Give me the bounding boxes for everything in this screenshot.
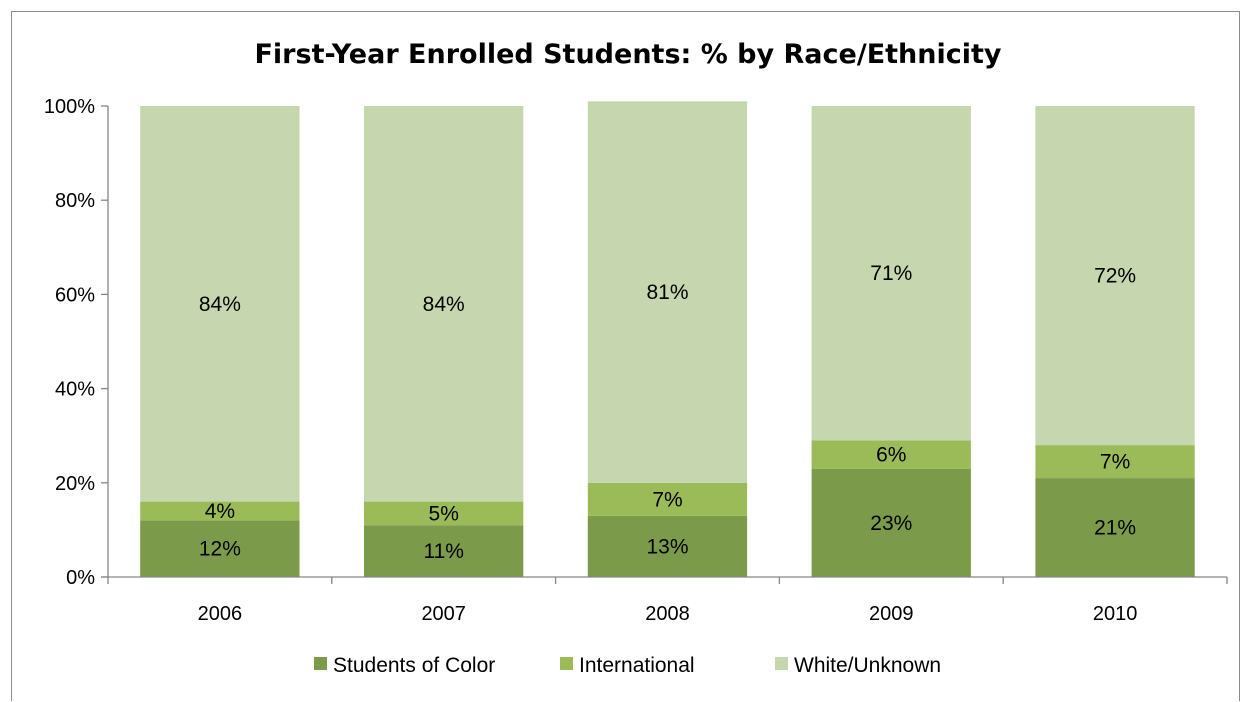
- data-label: 4%: [205, 500, 235, 523]
- bar-segment-international-2007: [364, 501, 524, 526]
- bar-segment-international-2010: [1035, 445, 1195, 479]
- x-tick-label: 2006: [198, 603, 243, 625]
- data-label: 11%: [423, 540, 463, 563]
- legend: Students of Color International White/Unkn…: [314, 654, 941, 677]
- bar-segment-international-2006: [140, 501, 300, 521]
- legend-swatch: [560, 657, 573, 670]
- bar-segment-white-unknown-2006: [140, 106, 300, 502]
- x-tick-label: 2008: [645, 603, 690, 625]
- y-tick-label: 60%: [55, 284, 95, 306]
- chart-title: First-Year Enrolled Students: % by Race/…: [254, 39, 1001, 70]
- data-label: 72%: [1094, 265, 1136, 288]
- bar-segment-white-unknown-2007: [364, 106, 524, 502]
- bar-segment-students-of-color-2008: [587, 515, 748, 577]
- data-label: 7%: [652, 488, 682, 511]
- legend-label: White/Unknown: [794, 654, 941, 677]
- legend-label: Students of Color: [333, 654, 495, 677]
- axes-group: 0% 20% 40% 60% 80% 100% 2006 2007 2008 2009 2010: [44, 96, 1228, 625]
- bars-group: 12% 4% 84% 11% 5% 84% 13% 7% 81% 23% 6% 71% 21% 7% 72%: [140, 101, 1195, 577]
- y-tick-label: 100%: [44, 96, 95, 118]
- data-label: 81%: [646, 281, 688, 304]
- data-label: 71%: [870, 262, 912, 285]
- y-tick-label: 0%: [66, 567, 95, 589]
- chart-frame: [11, 11, 1240, 701]
- data-label: 7%: [1100, 451, 1130, 474]
- x-tick-label: 2007: [421, 603, 466, 625]
- data-label: 23%: [870, 512, 912, 535]
- data-label: 13%: [646, 535, 688, 558]
- legend-swatch: [314, 657, 327, 670]
- bar-segment-white-unknown-2009: [811, 106, 971, 441]
- y-tick-label: 80%: [55, 190, 95, 212]
- bar-segment-students-of-color-2009: [811, 468, 971, 577]
- bar-segment-students-of-color-2006: [140, 520, 300, 577]
- data-label: 84%: [423, 293, 465, 316]
- bar-segment-students-of-color-2007: [364, 525, 524, 577]
- y-tick-label: 40%: [55, 379, 95, 401]
- bar-segment-white-unknown-2010: [1035, 106, 1195, 446]
- x-tick-label: 2009: [869, 603, 914, 625]
- bar-segment-students-of-color-2010: [1035, 478, 1195, 577]
- data-label: 84%: [199, 293, 241, 316]
- legend-label: International: [579, 654, 695, 677]
- bar-segment-international-2008: [587, 482, 748, 516]
- data-label: 12%: [199, 538, 241, 561]
- x-tick-label: 2010: [1093, 603, 1138, 625]
- data-label: 21%: [1094, 517, 1136, 540]
- bar-segment-white-unknown-2008: [587, 101, 748, 483]
- data-label: 5%: [429, 502, 459, 525]
- y-tick-label: 20%: [55, 473, 95, 495]
- data-label: 6%: [876, 444, 906, 467]
- bar-segment-international-2009: [811, 440, 971, 469]
- legend-swatch: [775, 657, 788, 670]
